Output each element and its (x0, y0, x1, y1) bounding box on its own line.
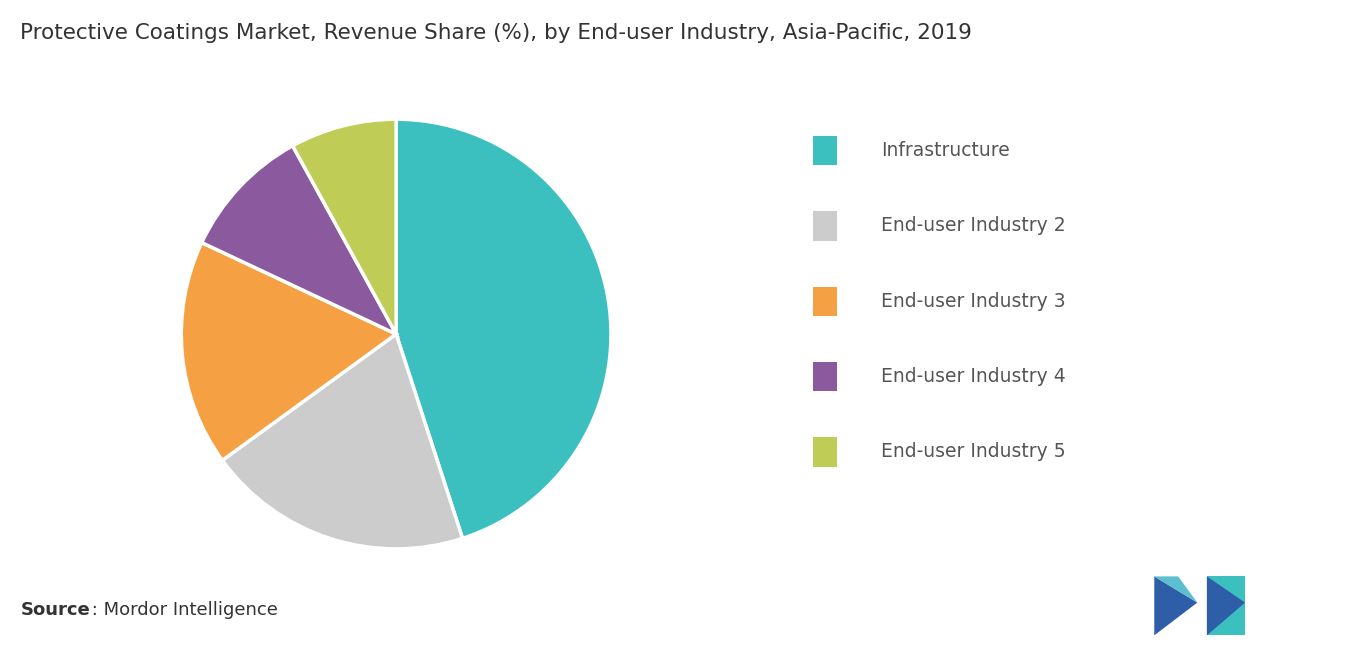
Text: End-user Industry 3: End-user Industry 3 (881, 291, 1065, 311)
Polygon shape (1208, 576, 1246, 635)
Wedge shape (292, 119, 396, 334)
Wedge shape (223, 334, 463, 549)
Polygon shape (1154, 576, 1197, 603)
Wedge shape (396, 119, 611, 538)
Text: End-user Industry 5: End-user Industry 5 (881, 442, 1065, 462)
Text: End-user Industry 4: End-user Industry 4 (881, 367, 1065, 386)
Text: End-user Industry 2: End-user Industry 2 (881, 216, 1065, 236)
Wedge shape (182, 242, 396, 460)
Text: : Mordor Intelligence: : Mordor Intelligence (86, 601, 277, 619)
Polygon shape (1208, 576, 1246, 635)
Polygon shape (1154, 576, 1197, 635)
Text: Infrastructure: Infrastructure (881, 141, 1009, 160)
Wedge shape (202, 146, 396, 334)
Text: Source: Source (20, 601, 90, 619)
Text: Protective Coatings Market, Revenue Share (%), by End-user Industry, Asia-Pacifi: Protective Coatings Market, Revenue Shar… (20, 23, 973, 43)
